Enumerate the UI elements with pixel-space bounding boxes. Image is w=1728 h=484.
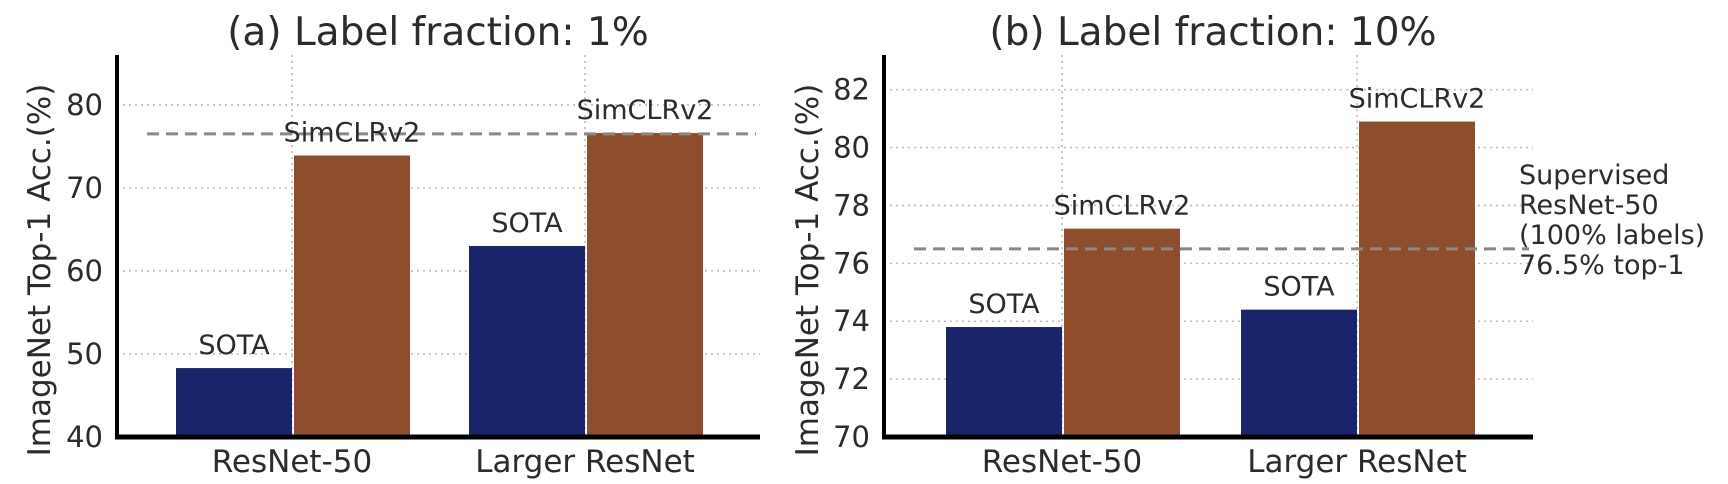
x-categories: ResNet-50 Larger ResNet	[212, 444, 695, 480]
bar-value-label: SimCLRv2	[284, 117, 421, 148]
bar-simclrv2	[1359, 121, 1475, 437]
y-tick-label: 74	[833, 304, 870, 338]
y-ticks: 40 50 60 70 80	[66, 88, 103, 454]
reference-note-line: 76.5% top-1	[1519, 250, 1685, 281]
bar-simclrv2	[587, 133, 703, 438]
y-axis-label: ImageNet Top-1 Acc.(%)	[22, 84, 58, 457]
y-ticks: 70 72 74 76 78 80 82	[833, 73, 870, 454]
bar-sota	[469, 246, 585, 437]
bar-value-label: SOTA	[491, 208, 563, 239]
axes	[882, 55, 1533, 440]
reference-note-line: (100% labels)	[1519, 220, 1705, 251]
chart-title: (a) Label fraction: 1%	[227, 10, 649, 55]
y-tick-label: 78	[833, 188, 870, 222]
x-category-label: Larger ResNet	[475, 444, 695, 480]
bar-sota	[176, 368, 292, 437]
bar-labels: SOTA SimCLRv2 SOTA SimCLRv2	[198, 95, 713, 361]
bars	[946, 121, 1475, 437]
bar-value-label: SOTA	[1263, 272, 1335, 303]
y-tick-label: 72	[833, 362, 870, 396]
x-category-label: ResNet-50	[212, 444, 372, 480]
reference-note-line: Supervised	[1519, 160, 1669, 191]
bar-simclrv2	[1064, 228, 1180, 437]
bar-value-label: SOTA	[198, 330, 270, 361]
y-tick-label: 82	[833, 73, 870, 107]
panel-label-fraction-10: (b) Label fraction: 10% ImageNet Top-1 A…	[790, 10, 1705, 480]
y-tick-label: 60	[66, 254, 103, 288]
y-tick-label: 70	[66, 171, 103, 205]
y-tick-label: 50	[66, 337, 103, 371]
x-categories: ResNet-50 Larger ResNet	[982, 444, 1467, 480]
y-tick-label: 80	[66, 88, 103, 122]
bar-labels: SOTA SimCLRv2 SOTA SimCLRv2	[968, 84, 1485, 320]
y-tick-label: 76	[833, 246, 870, 280]
bar-simclrv2	[294, 155, 410, 437]
y-tick-label: 70	[833, 420, 870, 454]
y-tick-label: 80	[833, 131, 870, 165]
reference-note-line: ResNet-50	[1519, 190, 1659, 221]
bar-value-label: SOTA	[968, 289, 1040, 320]
y-axis-label: ImageNet Top-1 Acc.(%)	[790, 84, 826, 457]
y-tick-label: 40	[66, 420, 103, 454]
x-category-label: ResNet-50	[982, 444, 1142, 480]
bar-value-label: SimCLRv2	[1054, 191, 1191, 222]
bar-sota	[1241, 309, 1357, 437]
bar-value-label: SimCLRv2	[1349, 84, 1486, 115]
panel-label-fraction-1: (a) Label fraction: 1% ImageNet Top-1 Ac…	[22, 10, 760, 480]
bars	[176, 133, 703, 438]
x-category-label: Larger ResNet	[1247, 444, 1467, 480]
chart-title: (b) Label fraction: 10%	[989, 10, 1436, 55]
axes	[115, 55, 760, 440]
bar-sota	[946, 327, 1062, 437]
bar-value-label: SimCLRv2	[577, 95, 714, 126]
